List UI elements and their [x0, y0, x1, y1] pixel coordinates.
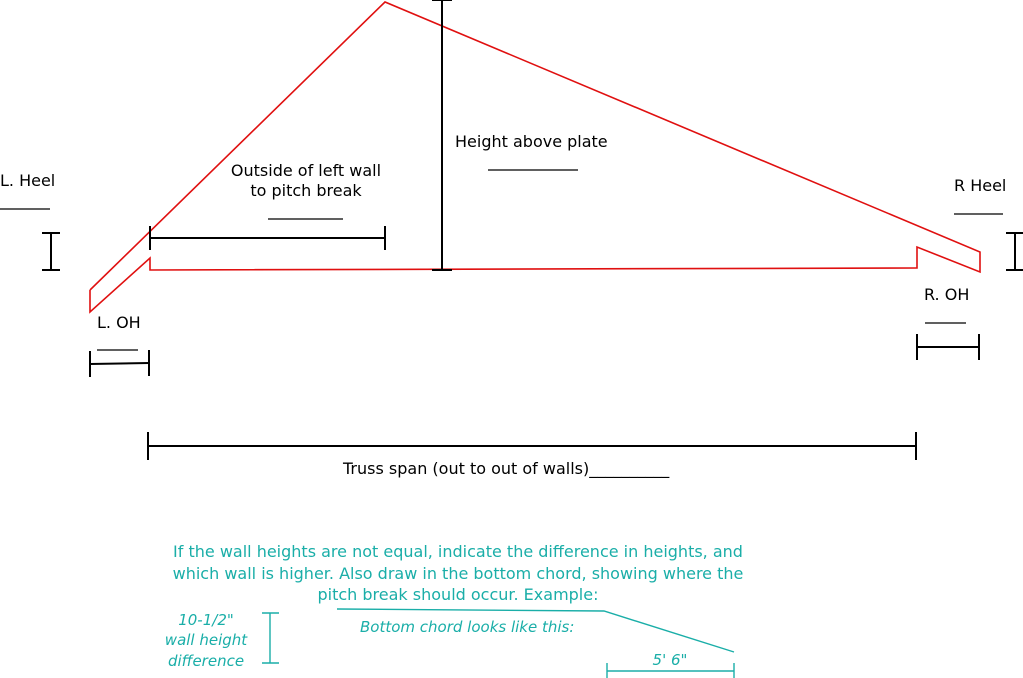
truss-outline — [89, 1, 981, 314]
note-line3: pitch break should occur. Example: — [318, 585, 599, 604]
left-overhang-dimension — [89, 350, 150, 377]
example-height-line2: wall height — [165, 631, 248, 649]
truss-span-dimension — [147, 432, 917, 460]
right-overhang-label: R. OH — [924, 285, 969, 304]
note-line1: If the wall heights are not equal, indic… — [173, 542, 743, 561]
pitch-break-dimension — [149, 226, 386, 250]
example-break-distance: 5' 6" — [653, 651, 688, 669]
example-bottom-chord-label: Bottom chord looks like this: — [360, 618, 574, 636]
truss-span-label: Truss span (out to out of walls)________… — [342, 459, 670, 479]
right-heel-label: R Heel — [954, 176, 1006, 195]
pitch-break-label-line2: to pitch break — [250, 181, 362, 200]
left-heel-dimension — [42, 232, 60, 271]
example-height-dimension — [262, 612, 279, 664]
example-height-line1: 10-1/2" — [178, 611, 234, 629]
example-break-dimension — [606, 663, 735, 678]
right-heel-dimension — [1006, 232, 1023, 271]
height-dimension — [432, 0, 452, 271]
left-heel-label: L. Heel — [0, 171, 55, 190]
height-above-plate-label: Height above plate — [455, 132, 608, 151]
right-overhang-dimension — [916, 334, 980, 360]
example-height-line3: difference — [168, 652, 244, 670]
pitch-break-label-line1: Outside of left wall — [231, 161, 381, 180]
left-overhang-label: L. OH — [97, 313, 141, 332]
example-bottom-chord — [336, 608, 735, 653]
note-line2: which wall is higher. Also draw in the b… — [173, 564, 744, 583]
